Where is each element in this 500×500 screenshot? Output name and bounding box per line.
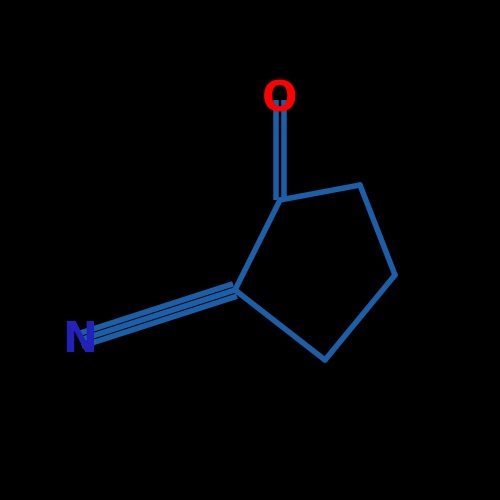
Text: O: O xyxy=(262,79,298,121)
Text: N: N xyxy=(62,319,98,361)
